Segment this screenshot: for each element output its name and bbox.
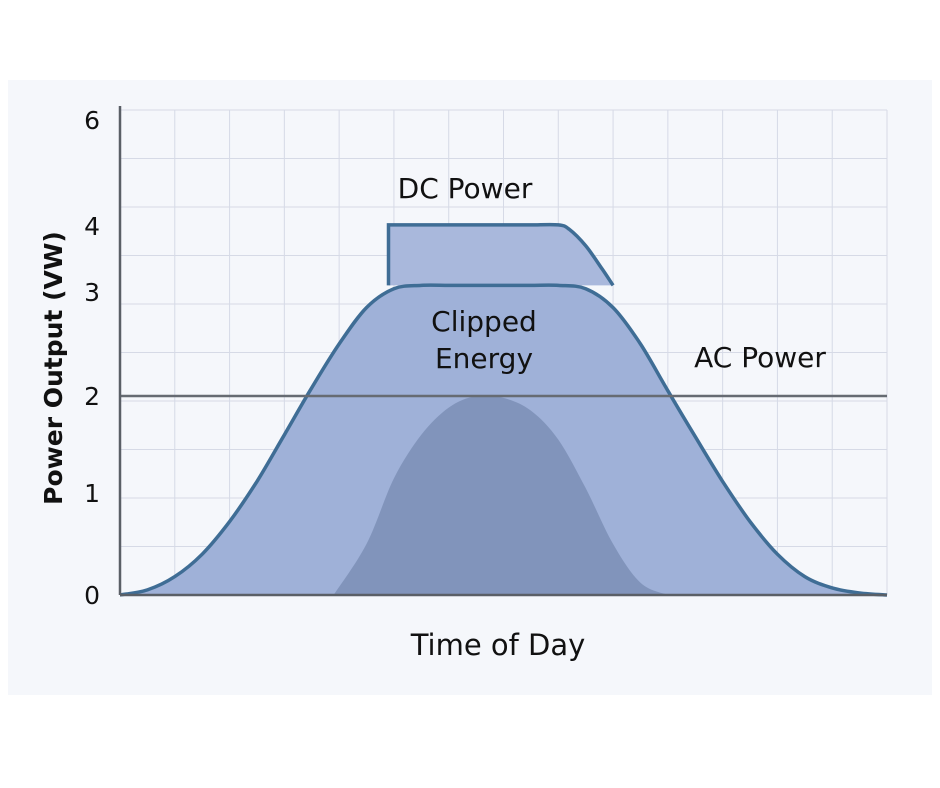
ac-power-label: AC Power (694, 341, 826, 374)
clipped-energy-outline (386, 222, 615, 287)
dc-power-label: DC Power (398, 172, 533, 205)
y-tick-label: 3 (84, 278, 100, 307)
clipped-energy-area (388, 224, 614, 286)
y-tick-label: 1 (84, 479, 100, 508)
y-axis-title: Power Output (VW) (39, 231, 68, 505)
x-axis-title: Time of Day (410, 628, 586, 662)
y-tick-label: 0 (84, 581, 100, 610)
y-tick-labels: 0 1 2 3 4 6 (84, 106, 100, 610)
clipped-energy-label-line1: Clipped (431, 305, 537, 338)
clipped-energy-label-line2: Energy (435, 342, 533, 375)
y-tick-label: 4 (84, 212, 100, 241)
y-tick-label: 2 (84, 382, 100, 411)
ac-power-area (333, 395, 668, 595)
y-tick-label: 6 (84, 106, 100, 135)
dc-power-line (119, 283, 888, 597)
